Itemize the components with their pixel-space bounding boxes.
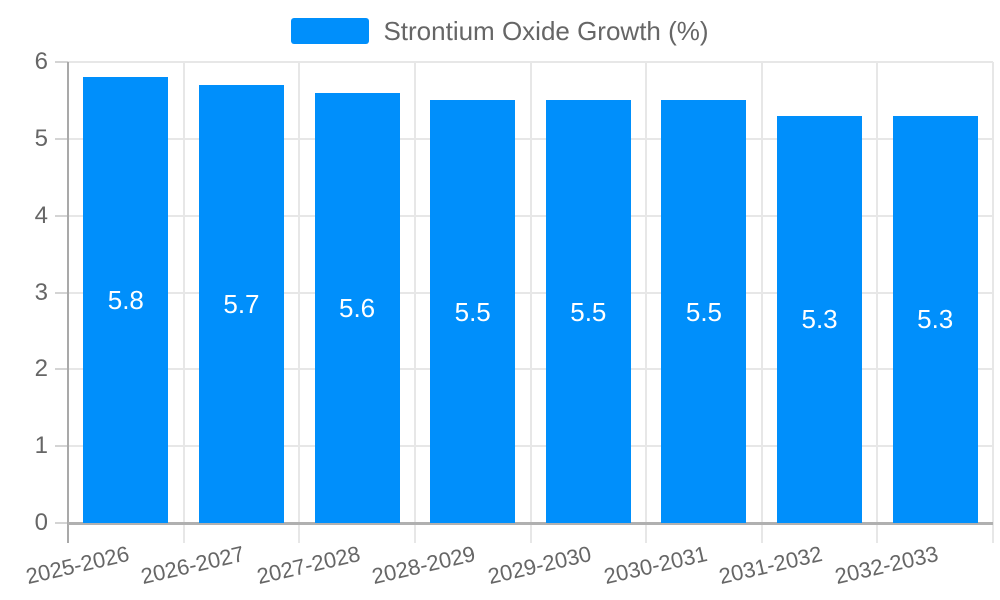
bar-value-label: 5.3 [917,304,954,335]
legend-swatch-icon [291,18,370,44]
x-axis-tick-label: 2029-2030 [485,541,594,590]
bar-value-label: 5.7 [223,289,260,320]
y-axis-tick-label: 3 [34,278,48,306]
y-axis-tick [55,291,68,294]
bar[interactable]: 5.5 [661,100,747,523]
bar-value-label: 5.6 [338,292,376,323]
y-axis-tick [55,522,68,524]
legend-label: Strontium Oxide Growth (%) [383,16,709,46]
bar[interactable]: 5.5 [430,100,516,523]
x-axis-line [68,522,993,525]
y-axis-tick [55,61,68,63]
gridline-vertical [529,62,532,543]
x-axis-tick-label: 2031-2032 [716,541,825,590]
y-axis-tick-label: 4 [34,201,48,229]
gridline-vertical [645,62,648,543]
gridline-vertical [413,62,416,543]
x-axis-tick-label: 2030-2031 [601,541,710,590]
gridline-vertical [992,62,994,543]
y-axis-tick-label: 1 [34,432,48,460]
y-axis-line [67,62,69,543]
bar[interactable]: 5.3 [892,115,978,523]
legend: Strontium Oxide Growth (%) [0,17,1000,45]
bar-value-label: 5.5 [454,296,491,327]
gridline-vertical [876,62,879,543]
y-axis-tick-label: 0 [34,509,48,536]
x-axis-tick-label: 2026-2027 [138,541,247,590]
bar[interactable]: 5.6 [314,92,400,523]
legend-item[interactable]: Strontium Oxide Growth (%) [291,16,709,46]
y-axis-tick [55,214,68,217]
bar[interactable]: 5.5 [545,100,631,523]
bar-value-label: 5.5 [685,296,723,327]
gridline-vertical [182,62,185,543]
y-axis-tick [55,445,68,448]
bar-value-label: 5.5 [570,296,607,327]
gridline-vertical [298,62,301,543]
gridline-vertical [760,62,763,543]
bar[interactable]: 5.7 [198,85,284,523]
x-axis-tick-label: 2025-2026 [23,541,132,590]
bar-value-label: 5.8 [107,285,144,316]
bar[interactable]: 5.3 [777,115,863,523]
x-axis-tick-label: 2027-2028 [254,541,363,590]
bar-value-label: 5.3 [801,304,838,335]
y-axis-tick-label: 5 [34,124,48,152]
y-axis-tick [55,137,68,140]
y-axis-tick [55,368,68,371]
bar[interactable]: 5.8 [83,77,169,523]
x-axis-tick-label: 2028-2029 [369,541,479,590]
y-axis-tick-label: 6 [34,48,48,75]
y-axis-tick-label: 2 [34,355,48,383]
x-axis-tick-label: 2032-2033 [832,541,941,590]
